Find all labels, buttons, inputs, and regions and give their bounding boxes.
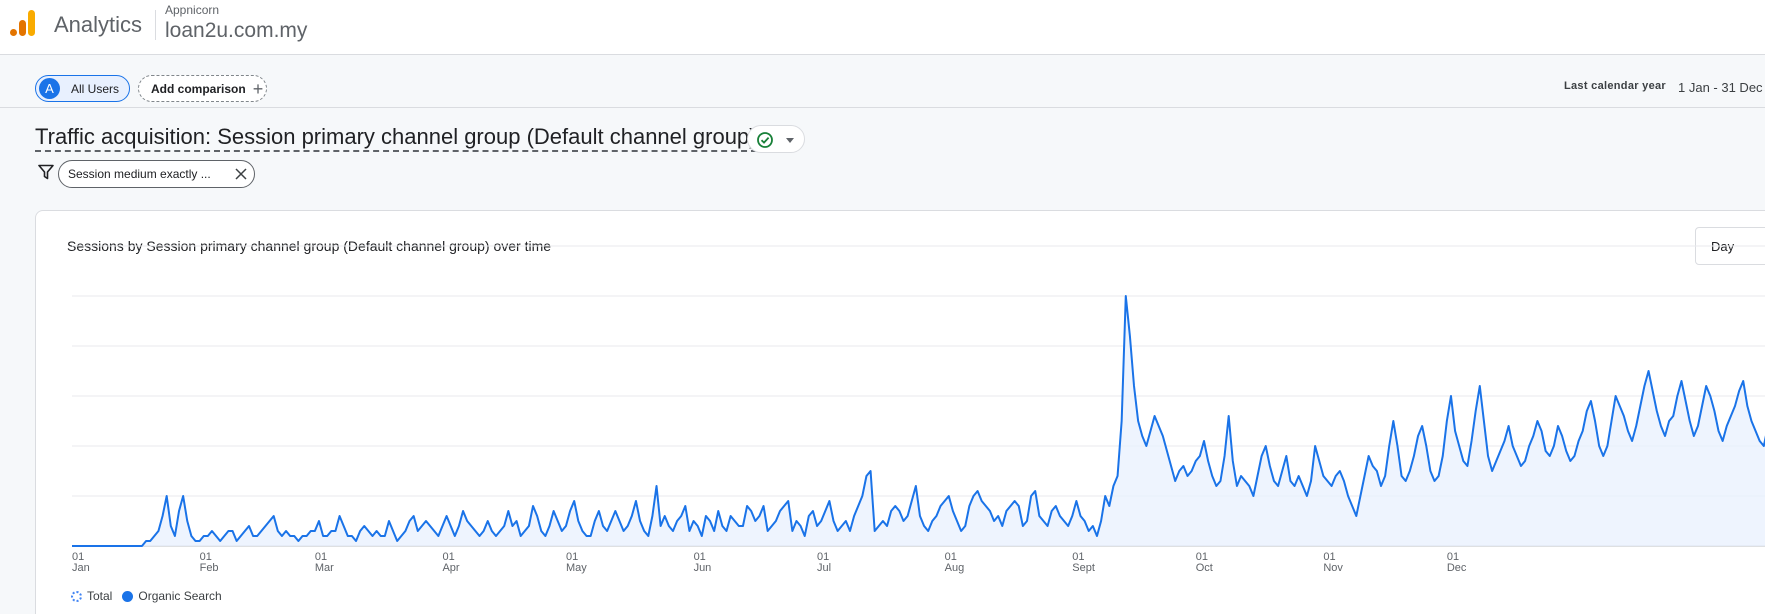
check-circle-icon bbox=[757, 132, 773, 148]
segment-label: All Users bbox=[71, 81, 120, 96]
top-app-bar: Analytics Appnicorn loan2u.com.my bbox=[0, 0, 1765, 55]
x-tick-month: Nov bbox=[1323, 562, 1343, 574]
x-tick-day: 01 bbox=[442, 551, 454, 563]
account-name[interactable]: Appnicorn bbox=[165, 3, 220, 17]
x-tick-day: 01 bbox=[315, 551, 327, 563]
legend-organic-label[interactable]: Organic Search bbox=[138, 589, 222, 603]
app-name: Analytics bbox=[54, 12, 143, 37]
plus-icon: + bbox=[252, 78, 264, 99]
x-tick-day: 01 bbox=[1323, 551, 1335, 563]
date-range-label: Last calendar year bbox=[1564, 80, 1667, 92]
x-tick-month: Mar bbox=[315, 562, 334, 574]
chevron-down-icon bbox=[786, 138, 794, 143]
x-tick-month: Aug bbox=[945, 562, 965, 574]
filter-chip-label: Session medium exactly ... bbox=[68, 167, 211, 181]
x-tick-day: 01 bbox=[1196, 551, 1208, 563]
x-tick-month: May bbox=[566, 562, 587, 574]
add-comparison-button[interactable]: Add comparison + bbox=[138, 75, 267, 102]
x-tick-month: Feb bbox=[200, 562, 219, 574]
report-status-dropdown[interactable] bbox=[747, 125, 805, 153]
series-area-fill bbox=[72, 296, 1765, 546]
header-divider bbox=[155, 10, 156, 40]
x-tick-day: 01 bbox=[72, 551, 84, 563]
x-tick-day: 01 bbox=[945, 551, 957, 563]
x-tick-month: Dec bbox=[1447, 562, 1467, 574]
close-icon[interactable] bbox=[234, 167, 248, 181]
x-tick-day: 01 bbox=[694, 551, 706, 563]
sessions-line-chart: 01Jan01Feb01Mar01Apr01May01Jun01Jul01Aug… bbox=[72, 245, 1765, 574]
add-comparison-label: Add comparison bbox=[151, 81, 246, 96]
all-users-chip[interactable]: A All Users bbox=[35, 75, 130, 102]
property-selector[interactable]: loan2u.com.my bbox=[165, 19, 308, 42]
x-tick-month: Jan bbox=[72, 562, 90, 574]
x-tick-day: 01 bbox=[817, 551, 829, 563]
chart-card: Sessions by Session primary channel grou… bbox=[35, 210, 1765, 614]
filter-chip[interactable]: Session medium exactly ... bbox=[58, 160, 255, 188]
x-tick-month: Oct bbox=[1196, 562, 1213, 574]
comparison-bar: A All Users Add comparison + Last calend… bbox=[0, 55, 1765, 108]
analytics-logo-icon[interactable] bbox=[9, 8, 37, 38]
x-tick-month: Sept bbox=[1072, 562, 1095, 574]
x-tick-month: Apr bbox=[442, 562, 459, 574]
filter-icon bbox=[38, 164, 54, 180]
segment-badge: A bbox=[39, 78, 60, 99]
organic-legend-icon bbox=[122, 590, 134, 602]
date-range-picker[interactable]: 1 Jan - 31 Dec bbox=[1678, 80, 1763, 95]
x-tick-day: 01 bbox=[566, 551, 578, 563]
page-title[interactable]: Traffic acquisition: Session primary cha… bbox=[35, 124, 757, 152]
legend-total-label[interactable]: Total bbox=[87, 589, 113, 603]
total-legend-icon bbox=[71, 590, 82, 602]
series-line-organic-search[interactable] bbox=[72, 295, 1765, 547]
x-tick-day: 01 bbox=[1072, 551, 1084, 563]
x-tick-day: 01 bbox=[1447, 551, 1459, 563]
x-tick-month: Jul bbox=[817, 562, 831, 574]
x-tick-day: 01 bbox=[200, 551, 212, 563]
x-tick-month: Jun bbox=[694, 562, 712, 574]
chart-legend: Total Organic Search bbox=[71, 589, 222, 603]
